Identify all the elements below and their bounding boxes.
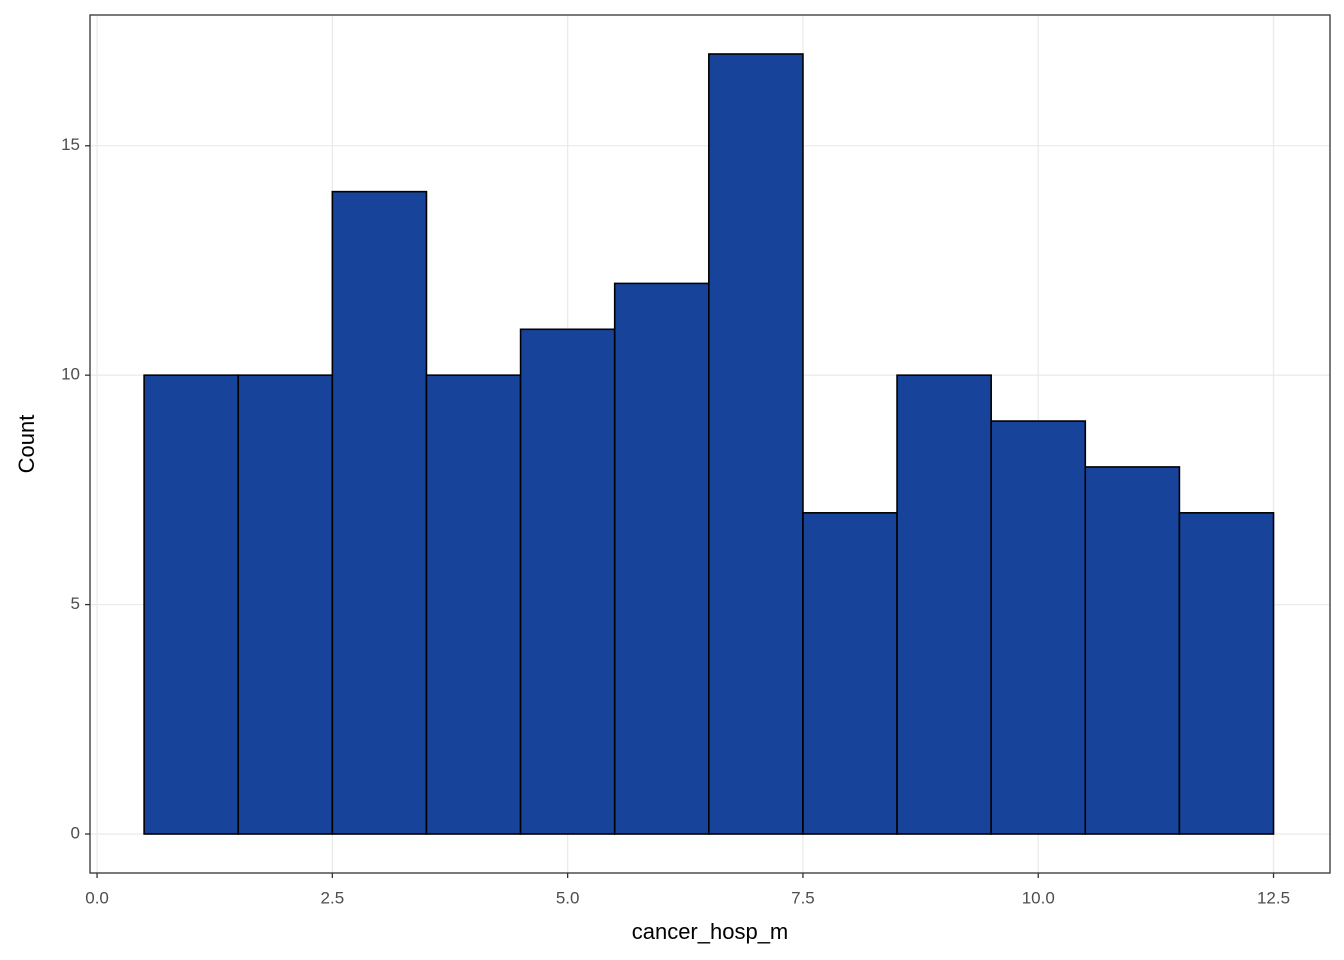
panel-border	[89, 14, 1331, 874]
bar	[331, 190, 428, 835]
x-tick-label: 5.0	[556, 888, 580, 907]
y-tick-label: 15	[61, 135, 80, 154]
x-tick-label: 12.5	[1257, 888, 1290, 907]
x-tick-label: 0.0	[85, 888, 109, 907]
y-tick-label: 5	[71, 594, 80, 613]
bar	[613, 282, 710, 835]
bar	[708, 53, 804, 835]
bar	[1178, 512, 1275, 835]
bar	[425, 374, 522, 835]
x-axis-label: cancer_hosp_m	[632, 919, 789, 944]
y-tick-label: 0	[71, 823, 80, 842]
bar	[896, 374, 992, 835]
bar	[802, 512, 898, 835]
bar	[990, 420, 1087, 835]
bar	[237, 374, 334, 835]
bar	[143, 374, 240, 835]
y-tick-label: 10	[61, 365, 80, 384]
bar	[519, 328, 616, 835]
x-tick-label: 2.5	[321, 888, 345, 907]
bar	[1084, 466, 1181, 835]
y-axis-label: Count	[14, 415, 39, 474]
x-tick-label: 10.0	[1022, 888, 1055, 907]
x-tick-label: 7.5	[791, 888, 815, 907]
